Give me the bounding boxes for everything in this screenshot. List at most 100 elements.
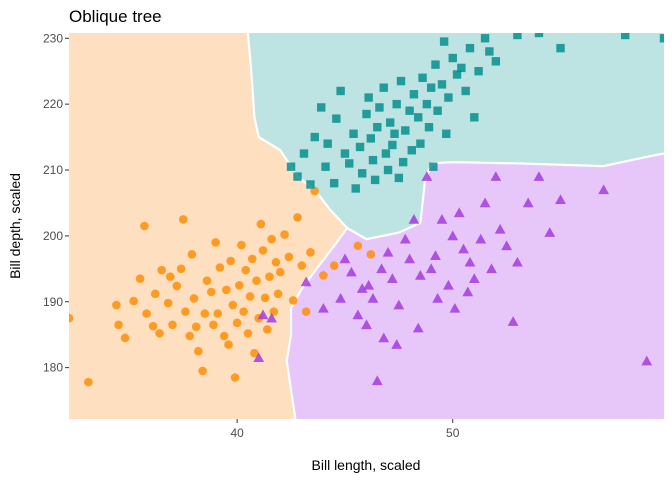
data-point	[84, 377, 93, 387]
data-point	[265, 272, 274, 282]
data-point	[414, 113, 423, 122]
data-point	[241, 265, 251, 275]
data-point	[361, 319, 372, 330]
data-point	[386, 118, 395, 127]
data-point	[263, 325, 272, 334]
data-point	[424, 122, 434, 132]
data-point	[368, 155, 378, 165]
data-point	[142, 309, 151, 318]
data-point	[409, 90, 419, 99]
data-point	[458, 243, 469, 254]
data-point	[453, 207, 465, 218]
data-point	[659, 34, 664, 43]
data-point	[288, 296, 298, 305]
data-point	[382, 246, 394, 257]
data-point	[353, 241, 363, 251]
data-point	[422, 99, 432, 109]
data-point	[386, 273, 398, 284]
data-point	[323, 139, 332, 148]
data-point	[457, 63, 466, 73]
data-point	[392, 99, 401, 109]
data-point	[256, 219, 266, 229]
data-point	[366, 134, 376, 143]
data-point	[534, 33, 544, 38]
data-point	[297, 261, 307, 270]
data-point	[381, 149, 391, 158]
data-point	[172, 281, 182, 291]
data-point	[390, 129, 399, 138]
axis-ticks: 40 50 180 190 200 210 220 230	[43, 31, 460, 440]
data-point	[416, 139, 425, 148]
data-point	[480, 34, 490, 43]
data-point	[349, 129, 358, 138]
data-point	[247, 254, 257, 264]
data-point	[352, 309, 364, 320]
y-axis-title: Bill depth, scaled	[7, 173, 23, 279]
y-tick-label: 190	[43, 295, 63, 309]
data-point	[321, 162, 330, 171]
data-point	[533, 171, 545, 181]
data-point	[271, 257, 281, 267]
data-point	[436, 214, 448, 224]
data-point	[267, 234, 276, 244]
boundary-orange-teal	[246, 33, 348, 229]
data-point	[300, 276, 312, 287]
x-tick-label: 50	[446, 426, 460, 440]
data-point	[494, 223, 506, 234]
data-point	[266, 312, 278, 323]
data-point	[340, 149, 350, 158]
data-point	[598, 184, 610, 195]
data-point	[465, 43, 475, 53]
y-tick-label: 180	[43, 361, 63, 375]
data-point	[370, 175, 380, 185]
data-point	[448, 53, 457, 63]
data-point	[544, 227, 556, 237]
data-point	[399, 233, 411, 244]
data-point	[150, 289, 160, 299]
data-point	[522, 197, 534, 208]
data-point	[226, 256, 235, 266]
data-point	[485, 47, 494, 56]
data-point	[200, 309, 210, 318]
data-point	[396, 76, 406, 86]
data-point	[69, 313, 74, 323]
data-point	[157, 265, 166, 275]
data-point	[414, 270, 426, 280]
data-point	[356, 283, 368, 293]
data-point	[371, 375, 383, 386]
data-point	[252, 276, 261, 285]
data-point	[332, 114, 341, 123]
region-orange	[69, 33, 348, 419]
data-point	[194, 346, 203, 356]
data-point	[202, 276, 212, 285]
data-point	[120, 333, 130, 343]
data-point	[306, 248, 315, 257]
data-point	[474, 67, 483, 76]
data-point	[275, 267, 285, 277]
data-point	[222, 285, 231, 295]
data-point	[362, 109, 371, 119]
data-point	[245, 292, 255, 301]
data-point	[187, 250, 197, 259]
y-tick-label: 210	[43, 163, 63, 177]
data-point	[641, 355, 653, 366]
data-point	[501, 240, 513, 251]
data-point	[206, 287, 216, 297]
data-point	[310, 132, 319, 142]
data-point	[462, 286, 474, 297]
data-point	[237, 240, 246, 250]
data-point	[198, 366, 207, 376]
data-point	[461, 86, 470, 96]
data-point	[114, 320, 123, 330]
data-point	[388, 140, 397, 150]
data-point	[230, 373, 240, 382]
data-point	[443, 279, 454, 290]
data-point	[367, 293, 379, 303]
data-point	[429, 162, 438, 171]
data-point	[329, 261, 339, 270]
data-point	[166, 272, 175, 282]
data-point	[479, 197, 491, 208]
data-point	[258, 246, 268, 255]
